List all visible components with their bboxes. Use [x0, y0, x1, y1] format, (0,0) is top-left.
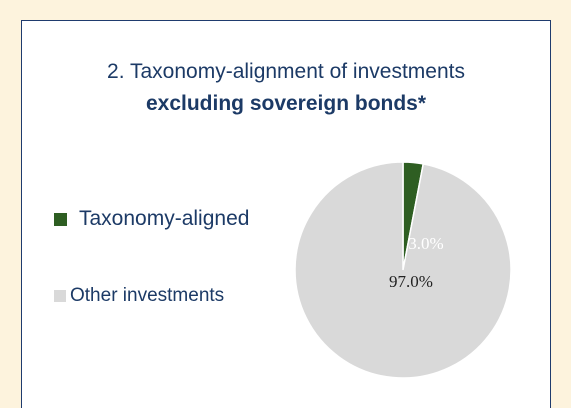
legend-label-other-investments: Other investments — [70, 285, 225, 306]
chart-panel: 2. Taxonomy-alignment of investments exc… — [21, 20, 551, 408]
legend-swatch-taxonomy-aligned — [54, 212, 67, 226]
chart-title-line1: 2. Taxonomy-alignment of investments — [107, 60, 465, 83]
pie-chart: 3.0% 97.0% — [294, 161, 512, 379]
legend-swatch-other-investments — [54, 290, 66, 302]
legend-item-other-investments: Other investments — [54, 285, 224, 307]
legend-label-taxonomy-aligned: Taxonomy-aligned — [79, 207, 250, 230]
pie-slice-other-investments — [294, 161, 512, 379]
legend-item-taxonomy-aligned: Taxonomy-aligned — [54, 207, 249, 231]
chart-title-line2: excluding sovereign bonds* — [145, 92, 427, 115]
pie-data-label-taxonomy-aligned: 3.0% — [408, 234, 443, 253]
pie-data-label-other-investments: 97.0% — [389, 272, 433, 291]
